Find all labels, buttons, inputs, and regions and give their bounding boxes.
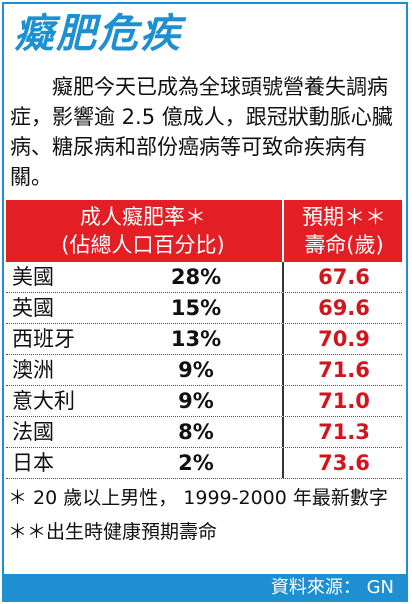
footnotes: ＊ 20 歲以上男性， 1999-2000 年最新數字 ＊＊出生時健康預期壽命 [8, 484, 404, 546]
rate-cell: 13% [170, 327, 222, 351]
table-row: 法國 8% 71.3 [6, 417, 402, 448]
country-cell: 英國 [12, 296, 54, 320]
country-cell: 日本 [12, 451, 54, 475]
footnote-1: ＊ 20 歲以上男性， 1999-2000 年最新數字 [8, 487, 388, 509]
rate-cell: 15% [170, 296, 222, 320]
source-credit: 資料來源： GN [270, 577, 394, 598]
table-body: 美國 28% 67.6 英國 15% 69.6 西班牙 13% 70.9 澳洲 … [6, 262, 402, 479]
life-cell: 71.0 [282, 386, 404, 416]
country-cell: 西班牙 [12, 327, 75, 351]
rate-cell: 28% [170, 265, 222, 289]
rate-cell: 9% [178, 358, 214, 382]
rate-cell: 8% [178, 420, 214, 444]
life-cell: 70.9 [282, 324, 404, 354]
rate-cell: 2% [178, 451, 214, 475]
country-cell: 意大利 [12, 389, 75, 413]
life-cell: 73.6 [282, 448, 404, 478]
country-cell: 澳洲 [12, 358, 54, 382]
life-cell: 67.6 [282, 262, 404, 292]
table-row: 日本 2% 73.6 [6, 448, 402, 479]
country-cell: 法國 [12, 420, 54, 444]
table-row: 美國 28% 67.6 [6, 262, 402, 293]
source-bar: 資料來源： GN [2, 574, 408, 602]
life-cell: 69.6 [282, 293, 404, 323]
header-life-expectancy: 預期＊＊ 壽命(歲) [282, 200, 404, 262]
life-cell: 71.3 [282, 417, 404, 447]
header-rate-line1: 成人癡肥率＊ [80, 205, 206, 229]
table-row: 英國 15% 69.6 [6, 293, 402, 324]
table-header: 成人癡肥率＊ (佔總人口百分比) 預期＊＊ 壽命(歲) [6, 200, 402, 262]
table-row: 澳洲 9% 71.6 [6, 355, 402, 386]
life-cell: 71.6 [282, 355, 404, 385]
rate-cell: 9% [178, 389, 214, 413]
header-life-line1: 預期＊＊ [302, 205, 386, 229]
infographic-frame [2, 2, 408, 600]
header-life-line2: 壽命(歲) [304, 233, 384, 257]
header-rate-line2: (佔總人口百分比) [61, 233, 225, 257]
country-cell: 美國 [12, 265, 54, 289]
intro-paragraph: 癡肥今天已成為全球頭號營養失調病症，影響逾 2.5 億成人，跟冠狀動脈心臟病、糖… [10, 75, 393, 189]
header-obesity-rate: 成人癡肥率＊ (佔總人口百分比) [6, 200, 280, 262]
table-row: 意大利 9% 71.0 [6, 386, 402, 417]
infographic-title: 癡肥危疾 [14, 11, 182, 57]
footnote-2: ＊＊出生時健康預期壽命 [8, 521, 218, 543]
table-row: 西班牙 13% 70.9 [6, 324, 402, 355]
